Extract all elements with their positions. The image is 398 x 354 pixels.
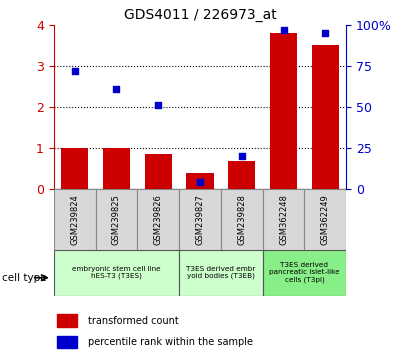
- Text: GSM362248: GSM362248: [279, 194, 288, 245]
- Bar: [103, 148, 130, 189]
- Bar: [312, 45, 339, 189]
- Point: [322, 30, 328, 36]
- Point: [280, 27, 287, 33]
- Bar: [221, 189, 263, 250]
- Point: [238, 153, 245, 159]
- Text: transformed count: transformed count: [88, 316, 178, 326]
- Bar: [304, 189, 346, 250]
- Text: GSM362249: GSM362249: [321, 194, 330, 245]
- Bar: [137, 189, 179, 250]
- Bar: [54, 250, 179, 296]
- Bar: [57, 336, 77, 348]
- Point: [155, 103, 162, 108]
- Bar: [144, 154, 172, 189]
- Text: T3ES derived
pancreatic islet-like
cells (T3pi): T3ES derived pancreatic islet-like cells…: [269, 262, 340, 283]
- Text: percentile rank within the sample: percentile rank within the sample: [88, 337, 253, 347]
- Bar: [186, 173, 214, 189]
- Text: GSM239824: GSM239824: [70, 194, 79, 245]
- Bar: [96, 189, 137, 250]
- Text: GSM239827: GSM239827: [195, 194, 205, 245]
- Text: GSM239828: GSM239828: [237, 194, 246, 245]
- Text: GSM239825: GSM239825: [112, 194, 121, 245]
- Bar: [270, 33, 297, 189]
- Bar: [61, 148, 88, 189]
- Point: [72, 68, 78, 74]
- Bar: [263, 189, 304, 250]
- Bar: [54, 189, 96, 250]
- Text: embryonic stem cell line
hES-T3 (T3ES): embryonic stem cell line hES-T3 (T3ES): [72, 266, 161, 279]
- Bar: [57, 314, 77, 327]
- Text: T3ES derived embr
yoid bodies (T3EB): T3ES derived embr yoid bodies (T3EB): [186, 266, 256, 279]
- Bar: [179, 250, 263, 296]
- Point: [197, 179, 203, 185]
- Bar: [179, 189, 221, 250]
- Point: [113, 86, 119, 92]
- Text: cell type: cell type: [2, 273, 47, 283]
- Bar: [263, 250, 346, 296]
- Text: GSM239826: GSM239826: [154, 194, 163, 245]
- Bar: [228, 161, 256, 189]
- Title: GDS4011 / 226973_at: GDS4011 / 226973_at: [124, 8, 276, 22]
